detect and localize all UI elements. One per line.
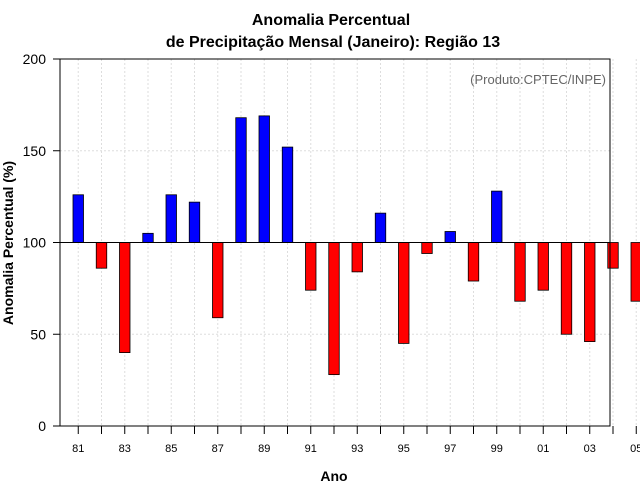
x-tick-label-99: 99 (491, 443, 503, 455)
y-axis-label: Anomalia Percentual (%) (0, 161, 16, 325)
bar-1990 (281, 146, 294, 243)
bar-1981 (72, 194, 84, 243)
y-tick-label-50: 50 (30, 326, 46, 342)
x-tick-label-89: 89 (258, 443, 270, 455)
bar-2001 (537, 242, 549, 291)
bar-1988 (235, 117, 247, 243)
x-tick-label-91: 91 (305, 443, 317, 455)
x-tick-label-87: 87 (212, 443, 224, 455)
bar-1996 (421, 242, 433, 254)
x-tick-label-85: 85 (165, 443, 177, 455)
bar-1993 (351, 242, 363, 273)
chart-title-line1: Anomalia Percentual (252, 12, 410, 29)
bar-1992 (328, 242, 340, 376)
x-tick-label-95: 95 (398, 443, 410, 455)
x-tick-label-83: 83 (119, 443, 131, 455)
chart-title-line2: de Precipitação Mensal (Janeiro): Região… (166, 34, 500, 51)
source-annotation: (Produto:CPTEC/INPE) (470, 72, 606, 87)
bar-1991 (305, 242, 317, 291)
x-tick-label-03: 03 (584, 443, 596, 455)
bar-1994 (374, 212, 387, 243)
x-axis: 8183858789919395979901030507091113151719… (72, 426, 640, 455)
bar-1986 (188, 201, 201, 243)
x-tick-label-01: 01 (537, 443, 549, 455)
bar-1982 (95, 242, 108, 269)
grid-layer (60, 59, 637, 426)
x-tick-label-81: 81 (72, 443, 84, 455)
y-axis: 0 50 100 150 200 (23, 51, 60, 434)
x-tick-label-05: 05 (630, 443, 640, 455)
bar-2005 (630, 242, 640, 302)
bar-1985 (165, 194, 177, 243)
bar-1997 (444, 231, 456, 243)
x-axis-label: Ano (320, 468, 347, 484)
bar-1998 (467, 242, 480, 282)
x-tick-label-93: 93 (351, 443, 363, 455)
y-tick-label-0: 0 (38, 418, 46, 434)
y-tick-label-100: 100 (23, 235, 47, 251)
y-tick-label-200: 200 (23, 51, 47, 67)
y-tick-label-150: 150 (23, 143, 47, 159)
bar-2003 (584, 242, 596, 342)
x-tick-label-97: 97 (444, 443, 456, 455)
bar-1999 (491, 190, 503, 243)
bar-1987 (212, 242, 224, 319)
bar-1984 (142, 232, 154, 243)
bars-layer (72, 115, 640, 376)
bar-1983 (119, 242, 131, 353)
bar-1989 (258, 115, 270, 243)
bar-2002 (560, 242, 573, 335)
bar-2004 (607, 242, 619, 269)
bar-1995 (398, 242, 410, 344)
bar-2000 (514, 242, 526, 302)
